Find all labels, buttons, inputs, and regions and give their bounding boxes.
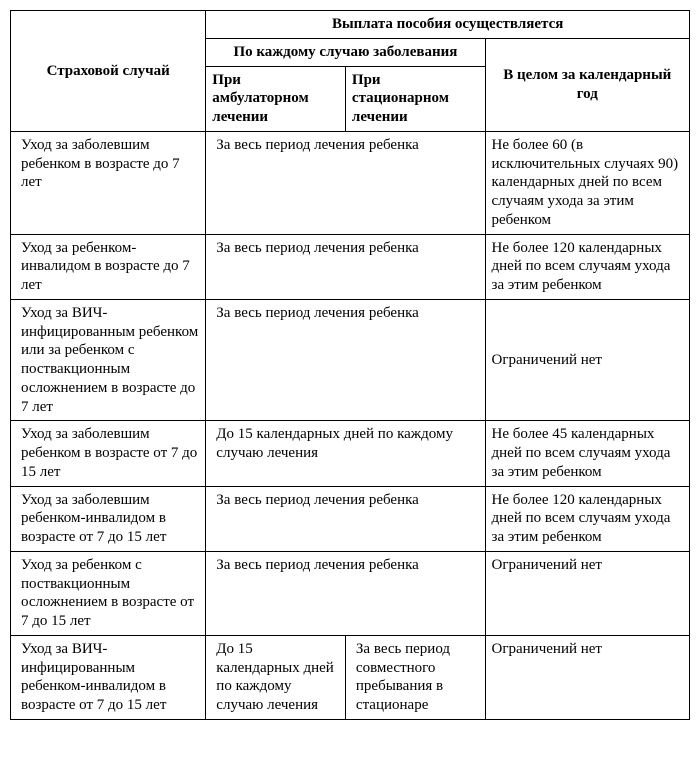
table-row: Уход за заболевшим ребенком-инвалидом в … — [11, 486, 690, 551]
table-row: Уход за ребенком-инвалидом в возрасте до… — [11, 234, 690, 299]
table-row: Уход за ВИЧ-инфицированным ребенком или … — [11, 299, 690, 421]
cell-per-year: Ограничений нет — [485, 551, 689, 635]
cell-per-case: За весь период лечения ребенка — [206, 234, 485, 299]
cell-case: Уход за ВИЧ-инфицированным ребенком или … — [11, 299, 206, 421]
table-row: Уход за ВИЧ-инфицированным ребенком-инва… — [11, 635, 690, 719]
cell-per-case: До 15 календарных дней по каждому случаю… — [206, 421, 485, 486]
cell-per-year: Не более 120 календарных дней по всем сл… — [485, 486, 689, 551]
header-ambulatory: При амбулаторном лечении — [206, 66, 346, 131]
cell-case: Уход за ребенком-инвалидом в возрасте до… — [11, 234, 206, 299]
cell-per-case: За весь период лечения ребенка — [206, 131, 485, 234]
cell-per-year: Не более 60 (в исключительных случаях 90… — [485, 131, 689, 234]
header-per-case: По каждому случаю заболевания — [206, 38, 485, 66]
cell-per-year: Ограничений нет — [485, 635, 689, 719]
cell-case: Уход за заболевшим ребенком в возрасте д… — [11, 131, 206, 234]
cell-case: Уход за ВИЧ-инфицированным ребенком-инва… — [11, 635, 206, 719]
cell-case: Уход за ребенком с поствакционным осложн… — [11, 551, 206, 635]
benefits-table: Страховой случай Выплата пособия осущест… — [10, 10, 690, 720]
cell-per-case: За весь период лечения ребенка — [206, 299, 485, 421]
cell-per-case: За весь период лечения ребенка — [206, 551, 485, 635]
cell-ambulatory: До 15 календарных дней по каждому случаю… — [206, 635, 346, 719]
cell-per-case: За весь период лечения ребенка — [206, 486, 485, 551]
header-stationary: При стационарном лечении — [345, 66, 485, 131]
cell-case: Уход за заболевшим ребенком в возрасте о… — [11, 421, 206, 486]
cell-case: Уход за заболевшим ребенком-инвалидом в … — [11, 486, 206, 551]
header-per-year: В целом за календарный год — [485, 38, 689, 131]
header-payment: Выплата пособия осуществляется — [206, 11, 690, 39]
cell-stationary: За весь период совместного пребывания в … — [345, 635, 485, 719]
table-row: Уход за заболевшим ребенком в возрасте о… — [11, 421, 690, 486]
cell-per-year: Не более 45 календарных дней по всем слу… — [485, 421, 689, 486]
cell-per-year: Не более 120 календарных дней по всем сл… — [485, 234, 689, 299]
table-row: Уход за ребенком с поствакционным осложн… — [11, 551, 690, 635]
table-row: Уход за заболевшим ребенком в возрасте д… — [11, 131, 690, 234]
cell-per-year: Ограничений нет — [485, 299, 689, 421]
header-row-1: Страховой случай Выплата пособия осущест… — [11, 11, 690, 39]
header-case: Страховой случай — [11, 11, 206, 132]
